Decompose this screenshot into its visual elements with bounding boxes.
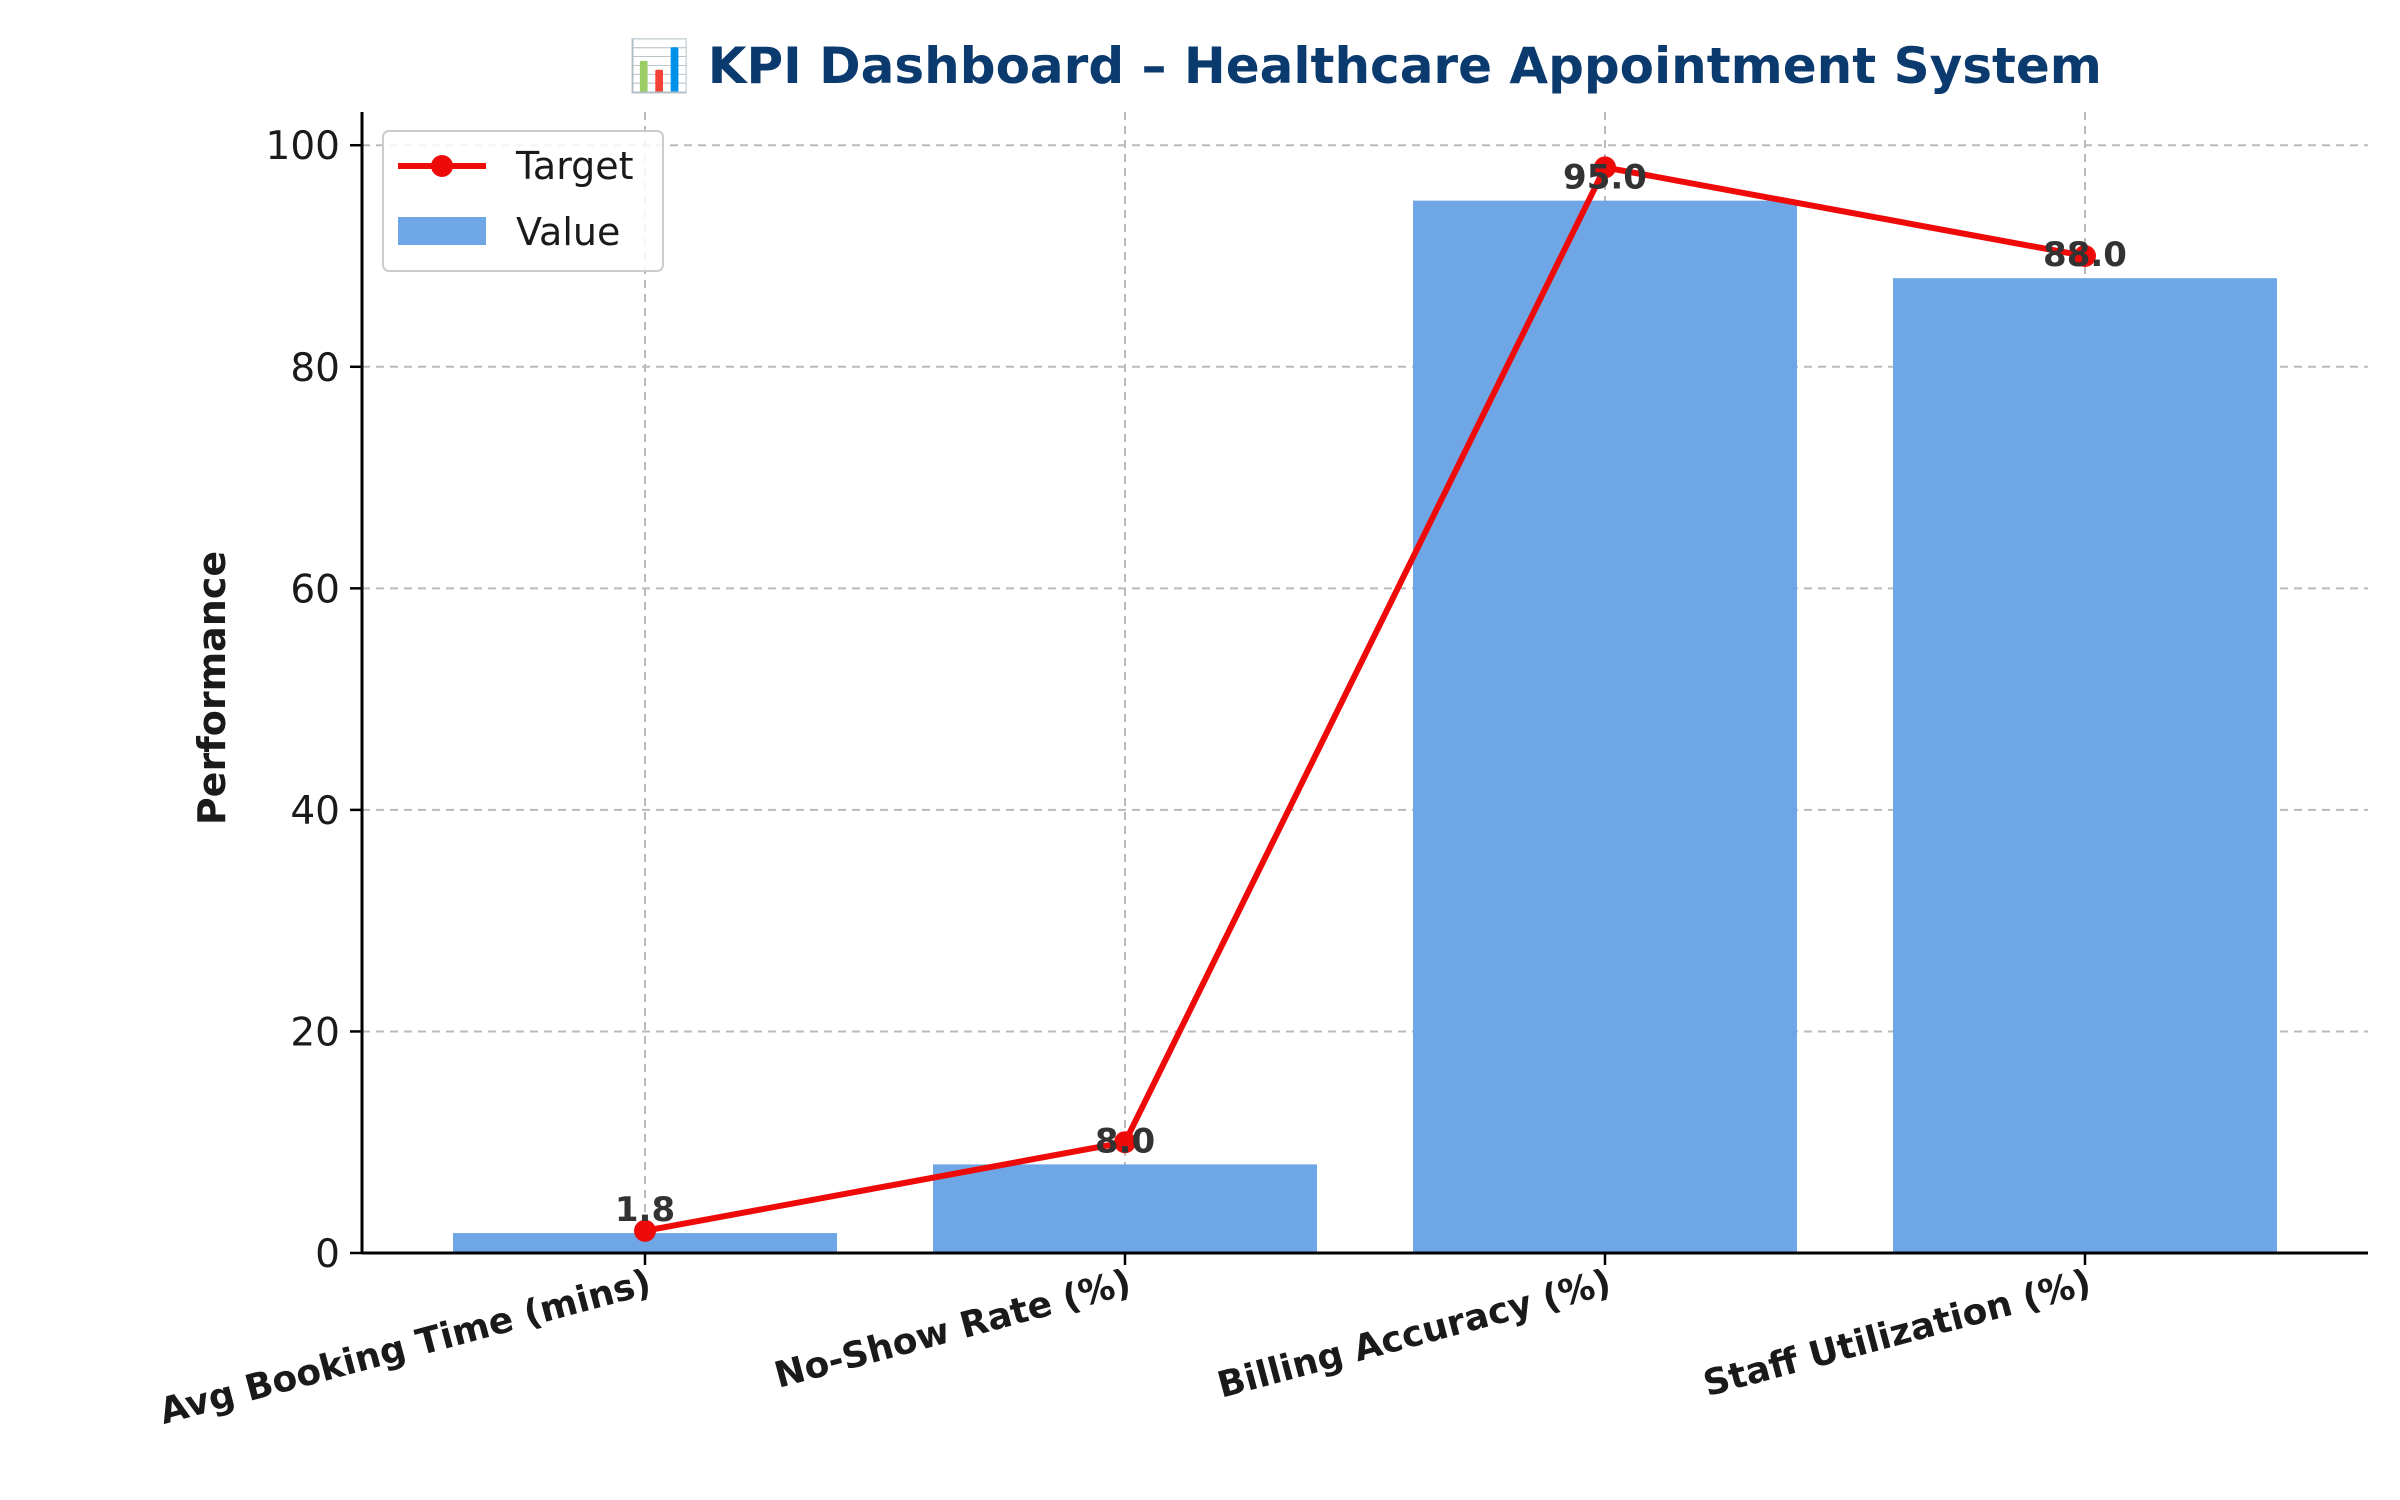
data-label-0: 1.8 [615,1190,675,1230]
y-tick-label-4: 80 [290,346,340,391]
axes [360,112,2368,1255]
target-point-1 [1114,1131,1136,1154]
legend: Target Value [382,130,664,272]
y-tick-label-1: 20 [290,1010,340,1055]
target-point-3 [2074,245,2096,268]
bar-2 [1413,200,1797,1254]
bar-1 [933,1164,1317,1253]
bars [453,200,2277,1254]
y-tick-label-5: 100 [266,124,340,169]
y-tick-label-3: 60 [290,567,340,612]
target-point-0 [634,1219,656,1242]
target-point-2 [1594,156,1616,179]
x-tick-label-1: No-Show Rate (%) [770,1262,1135,1397]
legend-value-label: Value [516,210,620,254]
y-tick-label-0: 0 [315,1232,340,1277]
y-axis-label: Performance [190,551,234,825]
x-ticks: Avg Booking Time (mins) No-Show Rate (%) B… [155,1253,2095,1433]
data-labels: 1.8 8.0 95.0 88.0 [615,158,2127,1230]
bar-0 [453,1233,837,1253]
data-label-3: 88.0 [2043,235,2127,275]
x-tick-label-3: Staff Utilization (%) [1699,1262,2095,1405]
target-line [644,164,2086,1234]
data-label-1: 8.0 [1095,1121,1155,1161]
legend-target-marker [431,155,453,177]
legend-target-label: Target [515,144,634,188]
legend-value-swatch [398,217,486,245]
y-tick-label-2: 40 [290,789,340,834]
target-line-series [634,156,2096,1242]
x-tick-label-0: Avg Booking Time (mins) [155,1262,655,1433]
x-tick-label-2: Billing Accuracy (%) [1213,1262,1615,1406]
data-label-2: 95.0 [1563,158,1647,198]
bar-3 [1893,278,2277,1253]
chart-title: 📊 KPI Dashboard – Healthcare Appointment… [628,37,2102,95]
y-ticks: 0 20 40 60 80 100 [266,124,362,1277]
